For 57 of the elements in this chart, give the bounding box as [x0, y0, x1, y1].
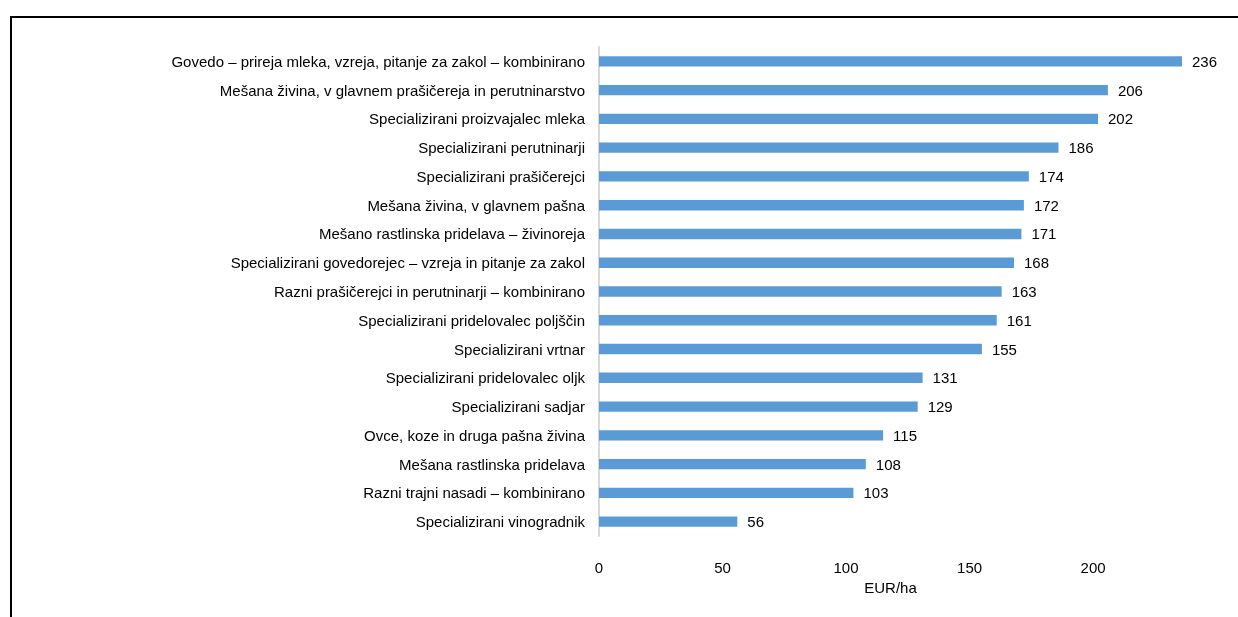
data-label: 206: [1117, 81, 1143, 99]
y-tick-label: Specializirani govedorejec – vzreja in pitanje za zakol: [230, 254, 585, 272]
data-label: 56: [747, 513, 765, 531]
y-tick-label: Specializirani pridelovalec oljk: [385, 369, 586, 387]
data-label: 236: [1192, 52, 1218, 70]
x-tick-label: 50: [714, 559, 731, 576]
y-tick-label: Specializirani vrtnar: [454, 340, 585, 358]
bar: [599, 315, 997, 326]
data-label: 103: [863, 484, 889, 502]
y-tick-label: Specializirani perutninarji: [418, 139, 585, 157]
y-tick-label: Mešana rastlinska pridelava: [399, 455, 586, 473]
bar: [599, 372, 923, 383]
data-label: 168: [1024, 254, 1050, 272]
y-tick-label: Mešana živina, v glavnem pašna: [367, 196, 586, 214]
data-label: 161: [1006, 311, 1032, 329]
bar: [599, 228, 1022, 240]
x-tick-label: 200: [1080, 559, 1106, 576]
bar: [599, 286, 1002, 297]
bar: [599, 516, 738, 527]
y-tick-label: Specializirani prašičerejci: [416, 167, 585, 185]
y-tick-label: Govedo – prireja mleka, vzreja, pitanje za zakol – kombinirano: [171, 52, 585, 70]
bar: [599, 458, 866, 470]
y-tick-label: Specializirani sadjar: [451, 398, 585, 416]
data-label: 171: [1031, 225, 1057, 243]
data-label: 202: [1108, 110, 1134, 128]
y-tick-label: Razni prašičerejci in perutninarji – kombinirano: [274, 283, 585, 300]
data-label: 131: [932, 369, 958, 387]
y-tick-label: Mešano rastlinska pridelava – živinoreja: [319, 225, 586, 243]
data-label: 108: [875, 455, 901, 473]
bar: [599, 257, 1015, 268]
data-label: 174: [1038, 167, 1064, 185]
bar: [599, 113, 1099, 125]
x-tick-label: 0: [594, 559, 604, 576]
bar: [599, 84, 1108, 96]
x-tick-label: 150: [957, 559, 983, 576]
bar: [599, 487, 854, 499]
y-tick-label: Specializirani proizvajalec mleka: [369, 110, 586, 128]
x-axis-title: EUR/ha: [864, 578, 918, 596]
data-label: 115: [893, 426, 918, 444]
data-label: 129: [927, 398, 953, 416]
y-tick-label: Mešana živina, v glavnem prašičereja in perutninarstvo: [219, 81, 585, 99]
data-label: 163: [1011, 283, 1037, 300]
bar: [599, 430, 884, 441]
bar: [599, 171, 1029, 182]
data-label: 172: [1033, 196, 1059, 214]
x-tick-label: 100: [833, 559, 859, 576]
y-tick-label: Specializirani vinogradnik: [415, 513, 586, 531]
bar: [599, 200, 1024, 211]
bar: [599, 56, 1182, 67]
y-tick-label: Specializirani pridelovalec poljščin: [358, 311, 585, 329]
data-label: 155: [991, 340, 1017, 358]
bar: [599, 343, 982, 355]
y-tick-label: Ovce, koze in druga pašna živina: [364, 426, 586, 444]
bar: [599, 401, 918, 412]
data-label: 186: [1068, 139, 1094, 157]
y-tick-label: Razni trajni nasadi – kombinirano: [363, 484, 585, 502]
bar: [599, 142, 1059, 153]
